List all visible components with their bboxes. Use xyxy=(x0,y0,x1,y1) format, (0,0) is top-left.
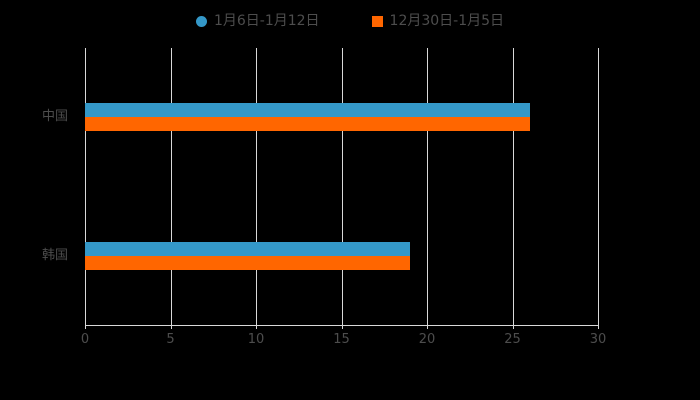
bar-group-0 xyxy=(85,103,598,132)
x-tick-mark-5 xyxy=(170,325,172,329)
bar[interactable] xyxy=(85,241,410,256)
x-tick-mark-10 xyxy=(256,325,257,329)
category-label-1: 韩国 xyxy=(41,247,68,263)
x-tick-mark-0 xyxy=(85,325,86,329)
legend-label-series-1: 12月30日-1月5日 xyxy=(389,13,505,29)
x-tick-mark-25 xyxy=(512,325,514,329)
bar[interactable] xyxy=(85,117,530,132)
gridline-5 xyxy=(170,48,172,325)
x-tick-label-30: 30 xyxy=(589,332,607,347)
gridline-25 xyxy=(512,48,514,325)
x-tick-label-15: 15 xyxy=(333,332,350,347)
gridline-0 xyxy=(85,48,86,325)
plot-area xyxy=(85,48,599,325)
bar[interactable] xyxy=(85,255,410,270)
chart-legend: 1月6日-1月12日 12月30日-1月5日 xyxy=(0,9,700,33)
x-tick-label-0: 0 xyxy=(80,332,90,347)
bar[interactable] xyxy=(85,103,530,118)
x-tick-label-20: 20 xyxy=(418,332,436,347)
x-tick-label-10: 10 xyxy=(247,332,265,347)
x-tick-mark-30 xyxy=(598,325,599,329)
x-tick-mark-15 xyxy=(341,325,343,329)
x-tick-label-5: 5 xyxy=(166,332,175,347)
gridline-10 xyxy=(256,48,257,325)
legend-label-series-0: 1月6日-1月12日 xyxy=(213,13,320,29)
legend-marker-square-icon xyxy=(371,15,383,27)
legend-item-series-0[interactable]: 1月6日-1月12日 xyxy=(195,13,320,29)
x-tick-mark-20 xyxy=(427,325,428,329)
legend-marker-circle-icon xyxy=(195,15,207,27)
x-tick-label-25: 25 xyxy=(504,332,521,347)
bar-group-1 xyxy=(85,241,598,270)
gridline-30 xyxy=(598,48,599,325)
gridline-15 xyxy=(341,48,343,325)
category-label-0: 中国 xyxy=(41,109,68,125)
gridline-20 xyxy=(427,48,428,325)
legend-item-series-1[interactable]: 12月30日-1月5日 xyxy=(371,13,505,29)
